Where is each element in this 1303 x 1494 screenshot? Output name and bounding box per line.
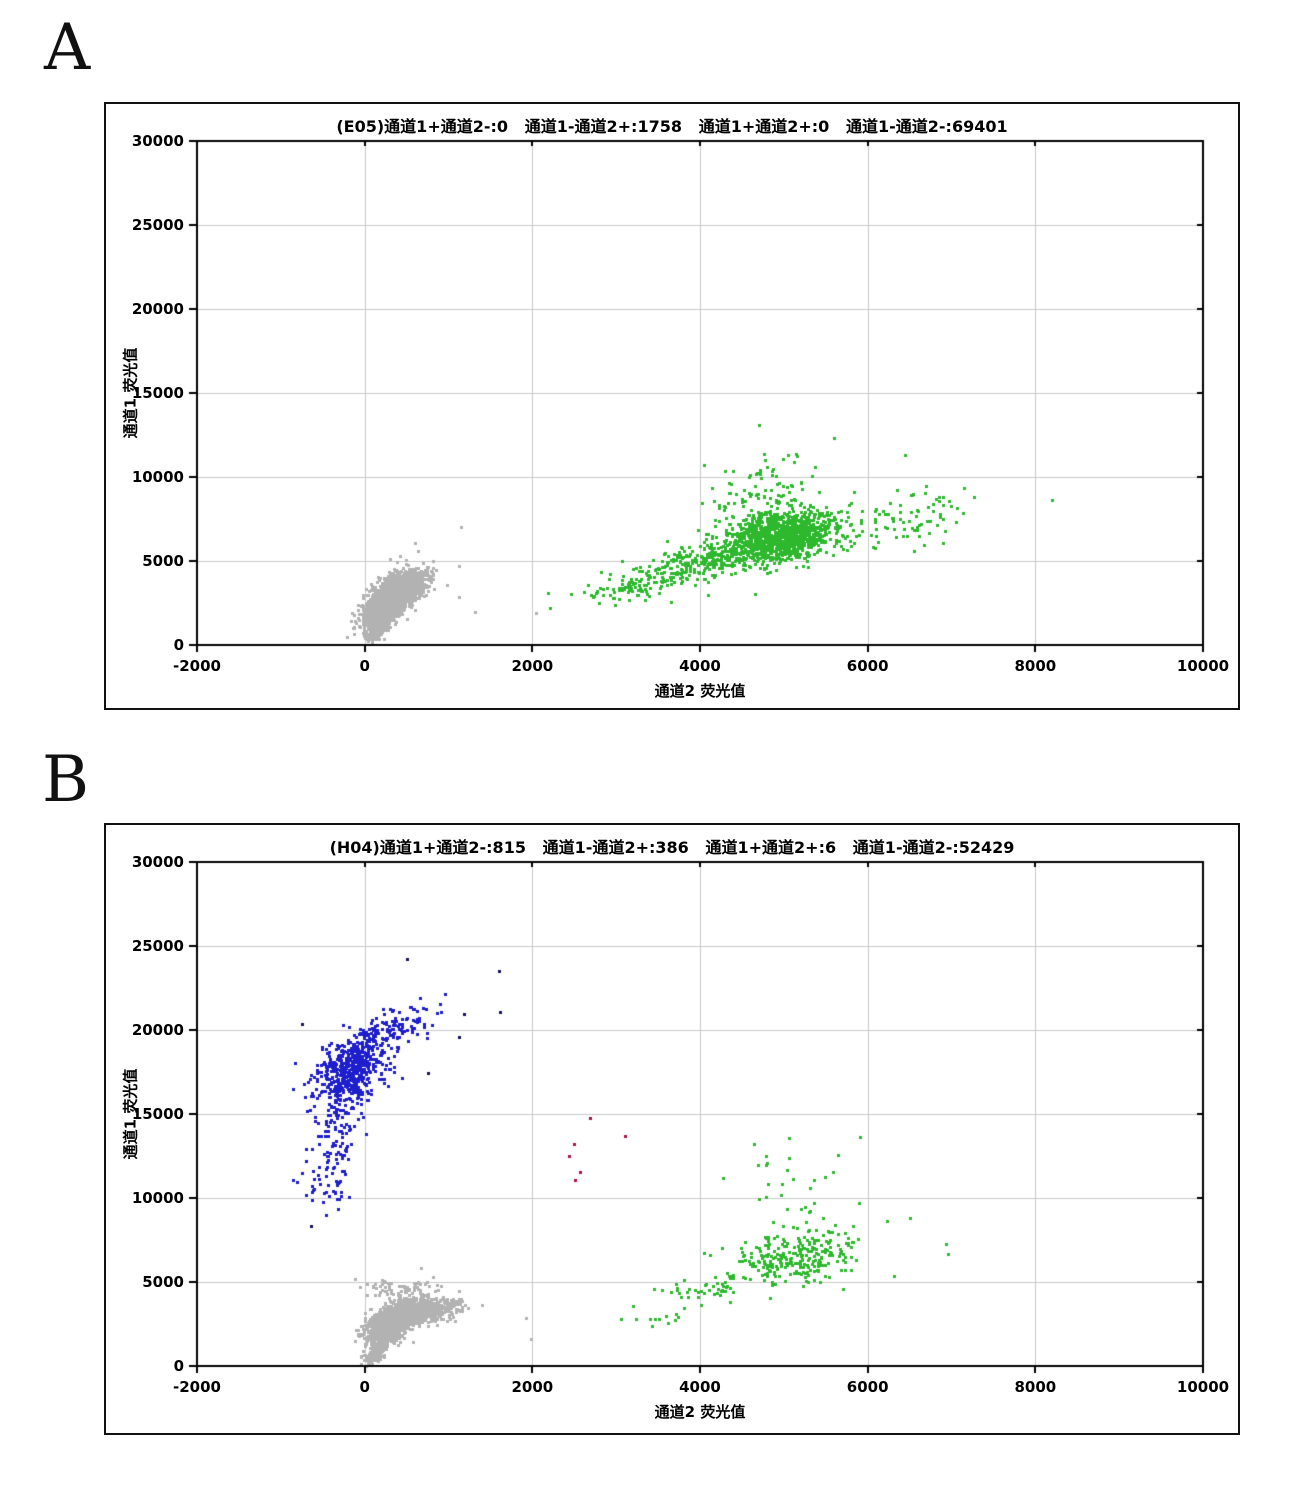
x-tick-label: -2000 (173, 657, 221, 675)
scatter-plot-canvas-A (106, 104, 1238, 708)
x-tick-label: 10000 (1176, 657, 1230, 675)
x-tick-label: 6000 (846, 657, 889, 675)
x-tick-label: 2000 (511, 657, 554, 675)
panel-letter-A: A (44, 11, 91, 85)
y-tick-label: 25000 (131, 216, 184, 234)
x-tick-label: 4000 (679, 1378, 721, 1396)
x-axis-label-B: 通道2 荧光值 (654, 1403, 746, 1421)
y-axis-label-B: 通道1 荧光值 (121, 1068, 140, 1160)
y-tick-label: 15000 (131, 384, 184, 402)
y-tick-label: 5000 (142, 552, 184, 570)
chart-title-B: (H04)通道1+通道2-:815 通道1-通道2+:386 通道1+通道2+:… (329, 838, 1015, 857)
y-tick-label: 30000 (131, 853, 184, 871)
y-tick-label: 30000 (131, 132, 184, 150)
y-tick-label: 0 (173, 1357, 184, 1375)
x-tick-label: 2000 (511, 1378, 554, 1396)
y-tick-label: 25000 (131, 937, 184, 955)
x-tick-label: 8000 (1014, 1378, 1057, 1396)
x-tick-label: 6000 (846, 1378, 889, 1396)
y-tick-label: 20000 (131, 300, 184, 318)
y-tick-label: 15000 (131, 1105, 184, 1123)
y-tick-label: 0 (173, 636, 184, 654)
y-tick-label: 10000 (131, 1189, 184, 1207)
x-axis-label-A: 通道2 荧光值 (654, 682, 746, 700)
y-tick-label: 5000 (142, 1273, 184, 1291)
scatter-panel-A: (E05)通道1+通道2-:0 通道1-通道2+:1758 通道1+通道2+:0… (104, 102, 1240, 710)
x-tick-label: 0 (359, 1378, 370, 1396)
x-tick-label: 10000 (1176, 1378, 1230, 1396)
scatter-panel-B: (H04)通道1+通道2-:815 通道1-通道2+:386 通道1+通道2+:… (104, 823, 1240, 1435)
scatter-plot-canvas-B (106, 825, 1238, 1433)
panel-letter-B: B (42, 743, 90, 817)
x-tick-label: 4000 (679, 657, 721, 675)
x-tick-label: -2000 (173, 1378, 221, 1396)
y-axis-label-A: 通道1 荧光值 (121, 347, 140, 439)
x-tick-label: 0 (359, 657, 370, 675)
x-tick-label: 8000 (1014, 657, 1057, 675)
y-tick-label: 20000 (131, 1021, 184, 1039)
y-tick-label: 10000 (131, 468, 184, 486)
chart-title-A: (E05)通道1+通道2-:0 通道1-通道2+:1758 通道1+通道2+:0… (336, 117, 1008, 136)
